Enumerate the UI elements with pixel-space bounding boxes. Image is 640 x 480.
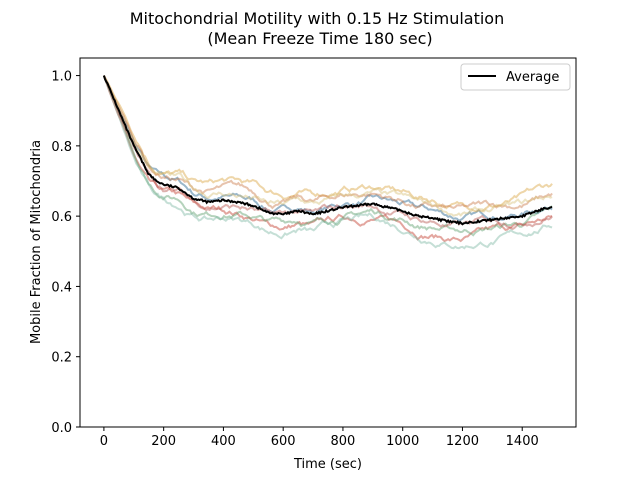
y-tick-label: 1.0 <box>51 70 72 85</box>
x-tick-label: 600 <box>271 434 296 449</box>
trace-line <box>102 75 553 250</box>
y-axis-ticks: 0.0 0.2 0.4 0.6 0.8 1.0 <box>51 70 80 436</box>
y-tick-label: 0.0 <box>51 421 72 436</box>
plot-frame <box>79 57 577 428</box>
legend-box <box>460 63 571 91</box>
y-axis-label: Mobile Fraction of Mitochondria <box>29 140 44 344</box>
trace-line <box>102 75 553 217</box>
individual-traces <box>102 75 553 250</box>
x-axis-ticks: 0 200 400 600 800 1000 1200 1400 <box>100 427 539 449</box>
chart-title: Mitochondrial Motility with 0.15 Hz Stim… <box>130 9 504 28</box>
average-series <box>102 75 553 226</box>
trace-line <box>102 75 553 237</box>
trace-line <box>103 75 553 210</box>
trace-line <box>103 75 553 213</box>
x-tick-label: 200 <box>151 434 176 449</box>
y-tick-label: 0.4 <box>51 280 72 295</box>
legend-label-average: Average <box>506 70 559 85</box>
x-tick-label: 800 <box>331 434 356 449</box>
trace-line <box>102 75 553 243</box>
average-line <box>102 75 553 226</box>
y-tick-label: 0.6 <box>51 210 72 225</box>
y-tick-label: 0.2 <box>51 351 72 366</box>
chart-subtitle: (Mean Freeze Time 180 sec) <box>207 29 432 48</box>
legend: Average <box>460 63 571 91</box>
x-tick-label: 1200 <box>446 434 479 449</box>
x-axis-label: Time (sec) <box>293 457 362 472</box>
x-tick-label: 1000 <box>386 434 419 449</box>
trace-line <box>102 75 553 223</box>
x-tick-label: 1400 <box>506 434 539 449</box>
x-tick-label: 0 <box>100 434 108 449</box>
x-tick-label: 400 <box>211 434 236 449</box>
y-tick-label: 0.8 <box>51 140 72 155</box>
